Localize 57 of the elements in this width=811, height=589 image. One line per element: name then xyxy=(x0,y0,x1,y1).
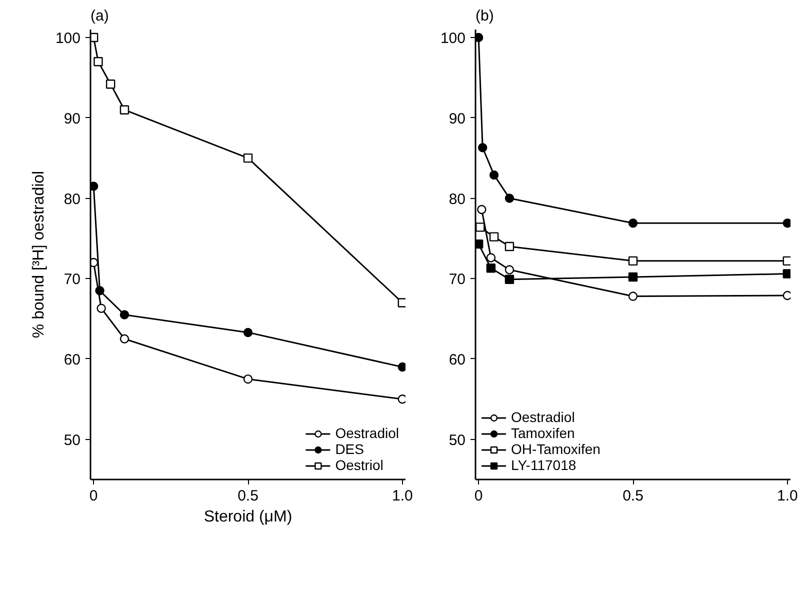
point xyxy=(90,182,98,191)
legend-label: Tamoxifen xyxy=(511,425,575,441)
x-tick-label: 0.5 xyxy=(238,488,258,504)
legend-label: Oestradiol xyxy=(335,425,399,441)
y-tick-label: 90 xyxy=(448,110,466,128)
point xyxy=(489,232,499,242)
x-tick-label: 0 xyxy=(474,488,483,504)
chart-title: (b) xyxy=(476,8,494,24)
point xyxy=(243,153,253,163)
point xyxy=(243,374,253,384)
legend-label: OH-Tamoxifen xyxy=(511,441,600,457)
point xyxy=(628,218,638,228)
point xyxy=(504,242,514,252)
point xyxy=(96,304,106,313)
x-tick-label: 0 xyxy=(89,488,98,504)
point xyxy=(398,394,406,404)
x-tick-label: 0.5 xyxy=(622,488,644,504)
point xyxy=(477,204,486,214)
point xyxy=(486,253,496,262)
point xyxy=(489,170,499,180)
y-tick-label: 60 xyxy=(64,351,81,368)
chart-title: (a) xyxy=(90,8,109,24)
point xyxy=(398,362,406,372)
point xyxy=(94,57,103,66)
x-tick-label: 1.0 xyxy=(392,488,413,504)
point xyxy=(504,194,514,203)
point xyxy=(476,222,485,232)
point xyxy=(95,286,104,296)
x-tick-label: 1.0 xyxy=(776,488,798,504)
legend-label: DES xyxy=(335,441,364,457)
y-tick-label: 60 xyxy=(448,351,466,368)
point xyxy=(120,105,130,114)
legend-label: Oestradiol xyxy=(511,409,575,425)
point xyxy=(120,334,130,344)
x-axis-title: Steroid (μM) xyxy=(204,508,292,526)
point xyxy=(120,310,130,320)
legend-label: LY-117018 xyxy=(511,457,576,473)
y-tick-label: 50 xyxy=(448,432,466,449)
point xyxy=(106,80,116,89)
y-tick-label: 90 xyxy=(64,110,81,128)
point xyxy=(486,264,496,273)
point xyxy=(628,256,638,266)
y-tick-label: 70 xyxy=(448,271,466,288)
point xyxy=(628,272,638,282)
y-tick-label: 50 xyxy=(64,432,81,449)
y-tick-label: 80 xyxy=(448,190,466,208)
y-tick-label: 100 xyxy=(55,30,81,48)
point xyxy=(504,265,514,274)
y-tick-label: 70 xyxy=(64,271,81,288)
point xyxy=(504,274,514,284)
point xyxy=(243,328,253,338)
y-tick-label: 100 xyxy=(440,30,466,48)
point xyxy=(628,292,638,301)
legend-label: Oestriol xyxy=(335,457,384,473)
y-tick-label: 80 xyxy=(64,190,81,208)
point xyxy=(478,143,488,152)
y-axis-title: % bound [³H] oestradiol xyxy=(30,170,48,338)
